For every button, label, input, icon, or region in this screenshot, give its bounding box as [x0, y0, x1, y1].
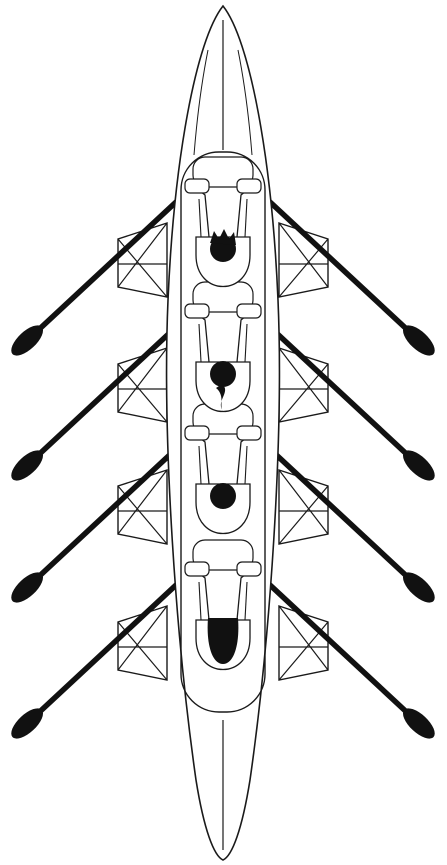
- rigger-brace-right-1: [278, 222, 329, 288]
- rower-leg-right-3: [244, 445, 248, 485]
- oar-blade-right-2: [402, 450, 435, 481]
- rigger-brace-left-1: [117, 222, 168, 288]
- rower-hair-2: [216, 384, 226, 412]
- hull: [165, 4, 281, 861]
- foot-stretcher-1: [192, 156, 254, 188]
- oar-blade-left-3: [11, 572, 44, 603]
- rigger-brace-right-4: [278, 605, 329, 671]
- oars: [11, 186, 435, 739]
- oar-shaft-right-1: [253, 186, 416, 338]
- rower-head-3: [210, 483, 236, 509]
- rower-leg-left-3: [198, 445, 202, 485]
- bow-deck-line-right: [237, 49, 253, 156]
- oar-shaft-right-2: [253, 311, 416, 463]
- rower-leg-left-2: [198, 323, 202, 363]
- oar-shaft-right-4: [253, 569, 416, 721]
- oar-shaft-right-3: [253, 433, 416, 585]
- oar-shaft-left-1: [30, 186, 193, 338]
- oar-blade-right-4: [402, 708, 435, 739]
- rigger-brace-left-3: [117, 469, 168, 535]
- rower-hair-1: [210, 229, 236, 245]
- bow-deck-line-left: [193, 49, 209, 156]
- oar-blade-right-1: [402, 325, 435, 356]
- rower-hand-right-1: [236, 178, 262, 194]
- rower-hand-right-3: [236, 425, 262, 441]
- rigger-brace-left-4: [117, 605, 168, 671]
- oar-blade-left-2: [11, 450, 44, 481]
- oar-shaft-left-3: [30, 433, 193, 585]
- cockpit-outline: [180, 151, 266, 713]
- foot-stretcher-4: [192, 539, 254, 571]
- oar-shaft-left-4: [30, 569, 193, 721]
- rower-leg-right-1: [244, 198, 248, 238]
- rower-head-2: [210, 361, 236, 387]
- rower-head-4: [207, 618, 239, 664]
- rower-leg-left-1: [198, 198, 202, 238]
- rower-leg-left-4: [198, 581, 202, 621]
- rower-leg-right-2: [244, 323, 248, 363]
- oar-shaft-left-2: [30, 311, 193, 463]
- rower-leg-right-4: [244, 581, 248, 621]
- oar-blade-left-4: [11, 708, 44, 739]
- hull-outline: [165, 4, 281, 861]
- rigger-brace-left-2: [117, 347, 168, 413]
- rower-hand-left-3: [184, 425, 210, 441]
- rower-hand-left-1: [184, 178, 210, 194]
- rowers: [184, 178, 262, 671]
- rigger-brace-right-3: [278, 469, 329, 535]
- rigger-brace-right-2: [278, 347, 329, 413]
- rower-hand-left-2: [184, 303, 210, 319]
- rower-hand-left-4: [184, 561, 210, 577]
- rower-hand-right-2: [236, 303, 262, 319]
- oar-blade-right-3: [402, 572, 435, 603]
- rower-hand-right-4: [236, 561, 262, 577]
- oar-blade-left-1: [11, 325, 44, 356]
